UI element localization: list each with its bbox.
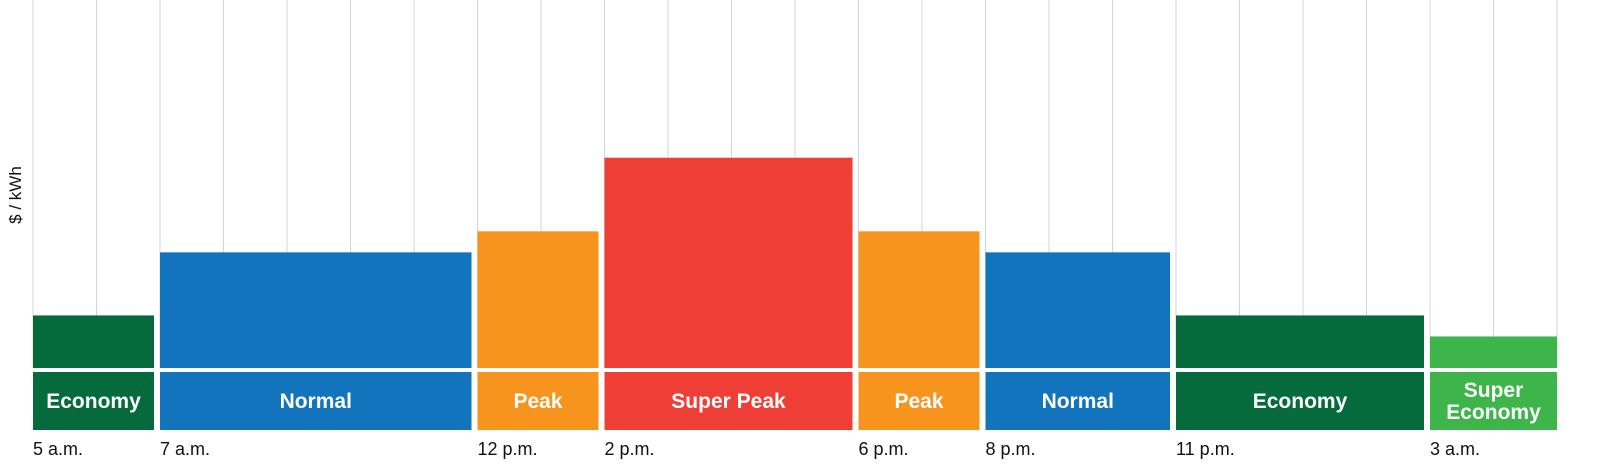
period-label: Peak (513, 390, 562, 413)
time-tick-label: 6 p.m. (859, 439, 909, 459)
period-band (985, 372, 1170, 430)
rate-bars (33, 157, 1557, 368)
time-tick-label: 3 a.m. (1430, 439, 1480, 459)
period-label: Super (1464, 379, 1524, 402)
time-tick-label: 11 p.m. (1176, 439, 1235, 459)
time-tick-label: 7 a.m. (160, 439, 210, 459)
period-label: Normal (280, 390, 352, 413)
period-label: Economy (46, 390, 141, 413)
period-label: Super Peak (671, 390, 786, 413)
period-bands (33, 372, 1557, 430)
time-tick-label: 2 p.m. (605, 439, 655, 459)
period-band (477, 372, 599, 430)
period-labels: Economy Normal Peak Super Peak Peak Normal Eco… (46, 379, 1541, 424)
rate-bar (33, 315, 154, 368)
period-band (858, 372, 980, 430)
period-band (1176, 372, 1424, 430)
period-label: Economy (1446, 401, 1541, 424)
period-label: Normal (1042, 390, 1114, 413)
period-label: Economy (1253, 390, 1348, 413)
time-tick-label: 5 a.m. (33, 439, 83, 459)
rate-bar (477, 231, 599, 368)
rate-bar (160, 252, 472, 368)
rate-bar (1176, 315, 1424, 368)
time-tick-labels: 5 a.m. 7 a.m. 12 p.m. 2 p.m. 6 p.m. 8 p.m. 11 … (33, 439, 1480, 459)
time-tick-label: 12 p.m. (478, 439, 538, 459)
period-band (604, 372, 853, 430)
rate-bar (604, 157, 853, 368)
period-band (160, 372, 472, 430)
period-label: Peak (894, 390, 943, 413)
y-axis-label: $ / kWh (6, 166, 25, 224)
rate-bar (858, 231, 980, 368)
rate-bar (1430, 336, 1557, 368)
period-band (33, 372, 154, 430)
rate-bar (985, 252, 1170, 368)
period-band (1430, 372, 1557, 430)
time-tick-label: 8 p.m. (986, 439, 1036, 459)
